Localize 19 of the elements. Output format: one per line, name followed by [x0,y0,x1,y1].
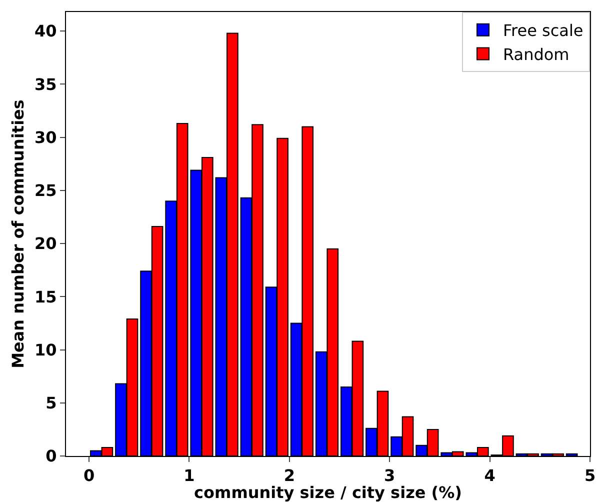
y-tick-label: 30 [34,128,57,147]
y-tick-label: 5 [46,393,57,412]
y-tick-label: 25 [34,181,57,200]
y-tick-label: 40 [34,22,57,41]
y-tick-label: 0 [46,446,57,466]
y-tick-label: 20 [34,234,57,254]
y-tick-label: 10 [34,340,57,360]
y-tick-label: 35 [34,74,57,94]
legend-label: Free scale [503,21,584,40]
legend-label: Random [503,44,570,64]
y-axis-title: Mean number of communities [8,100,28,368]
x-tick-label: 1 [184,466,195,486]
x-tick-label: 0 [83,466,95,486]
x-tick-label: 3 [384,466,396,486]
x-tick-label: 4 [484,466,496,486]
x-tick-label: 2 [284,466,295,486]
y-tick-label: 15 [34,287,57,306]
x-axis-title: community size / city size (%) [194,483,462,502]
x-tick-label: 5 [584,466,596,486]
